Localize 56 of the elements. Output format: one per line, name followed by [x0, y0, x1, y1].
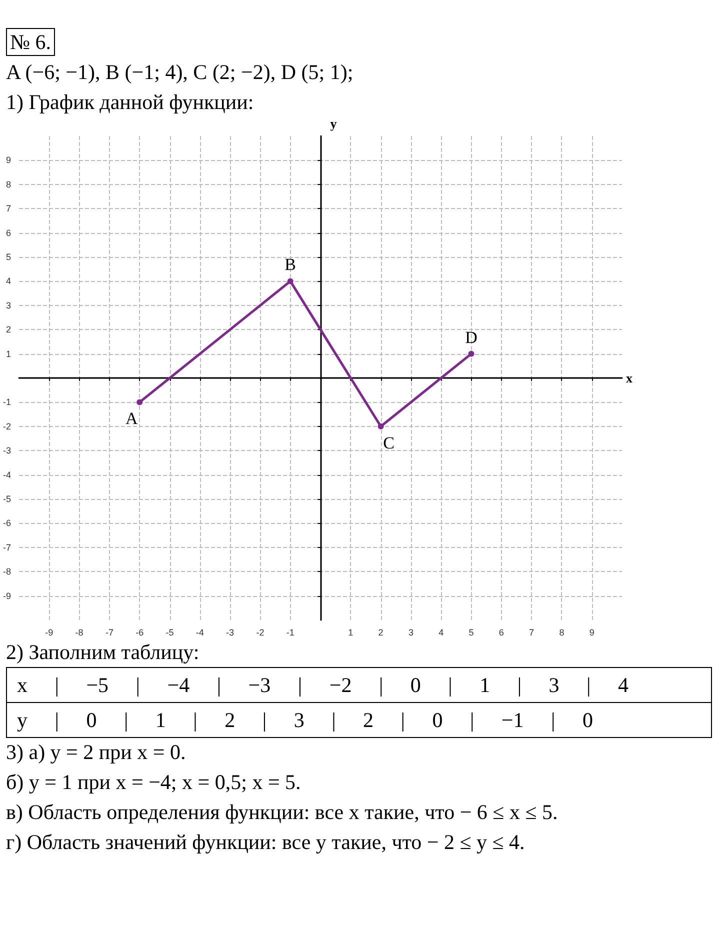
y-tick-label: -9	[2, 590, 11, 601]
y-tick-label: -3	[2, 446, 11, 456]
text: 2) Заполним таблицу:	[5, 639, 200, 666]
y-axis-title: y	[330, 116, 338, 131]
x-tick-label: -2	[256, 628, 264, 638]
x-tick-label: 3	[408, 628, 414, 638]
y-tick-label: 8	[6, 179, 11, 190]
text: б) y = 1 при x = −4; x = 0,5; x = 5.	[5, 769, 302, 796]
y-tick-label: -1	[2, 397, 11, 408]
y-tick-label: -7	[2, 542, 11, 552]
x-tick-label: 1	[348, 628, 354, 638]
point	[468, 350, 474, 357]
chart-title: № 6.	[6, 28, 56, 56]
x-tick-label: 5	[468, 628, 474, 638]
y-tick-label: 9	[6, 155, 11, 166]
y-tick-label: 6	[6, 228, 11, 238]
text: 1) График данной функции:	[5, 89, 255, 116]
x-tick-label: 8	[559, 628, 564, 638]
point	[378, 423, 384, 430]
x-tick-label: 7	[529, 628, 534, 638]
chart-subtitle: A (−6; −1), B (−1; 4), C (2; −2), D (5; 1);	[5, 59, 354, 86]
x-tick-label: -3	[226, 628, 234, 638]
annotation: B	[284, 255, 296, 274]
text: y | 0 | 1 | 2 | 3 | 2 | 0 | −1 | 0	[6, 702, 712, 738]
point	[287, 278, 294, 284]
x-tick-label: -9	[45, 628, 54, 638]
text: x | −5 | −4 | −3 | −2 | 0 | 1 | 3 | 4	[6, 667, 712, 703]
annotation: C	[383, 433, 394, 452]
y-tick-label: -6	[2, 518, 11, 528]
x-tick-label: 9	[589, 628, 594, 638]
annotation: D	[465, 328, 478, 347]
y-tick-label: 5	[6, 252, 11, 262]
text: в) Область определения функции: все x такие, что − 6 ≤ x ≤ 5.	[5, 799, 559, 826]
x-tick-label: -4	[196, 628, 204, 638]
x-tick-label: -1	[286, 628, 294, 638]
y-tick-label: -5	[2, 494, 11, 504]
point	[136, 399, 143, 406]
text: г) Область значений функции: все y такие, что − 2 ≤ y ≤ 4.	[5, 829, 526, 856]
x-tick-label: -8	[75, 628, 84, 638]
x-tick-label: 6	[498, 628, 504, 638]
x-tick-label: 4	[438, 628, 444, 638]
y-tick-label: -2	[2, 421, 11, 432]
y-tick-label: 2	[6, 324, 11, 335]
x-axis-title: x	[626, 370, 633, 386]
y-tick-label: -4	[2, 470, 11, 480]
x-tick-label: 2	[378, 628, 384, 638]
x-tick-label: -6	[136, 628, 144, 638]
y-tick-label: -8	[2, 566, 11, 577]
x-tick-label: -5	[166, 628, 174, 638]
x-tick-label: -7	[105, 628, 114, 638]
y-tick-label: 4	[6, 276, 11, 286]
annotation: A	[125, 409, 138, 428]
y-tick-label: 1	[6, 348, 11, 359]
y-tick-label: 7	[6, 204, 11, 214]
y-tick-label: 3	[6, 300, 11, 310]
text: 3) а) y = 2 при x = 0.	[5, 739, 187, 766]
